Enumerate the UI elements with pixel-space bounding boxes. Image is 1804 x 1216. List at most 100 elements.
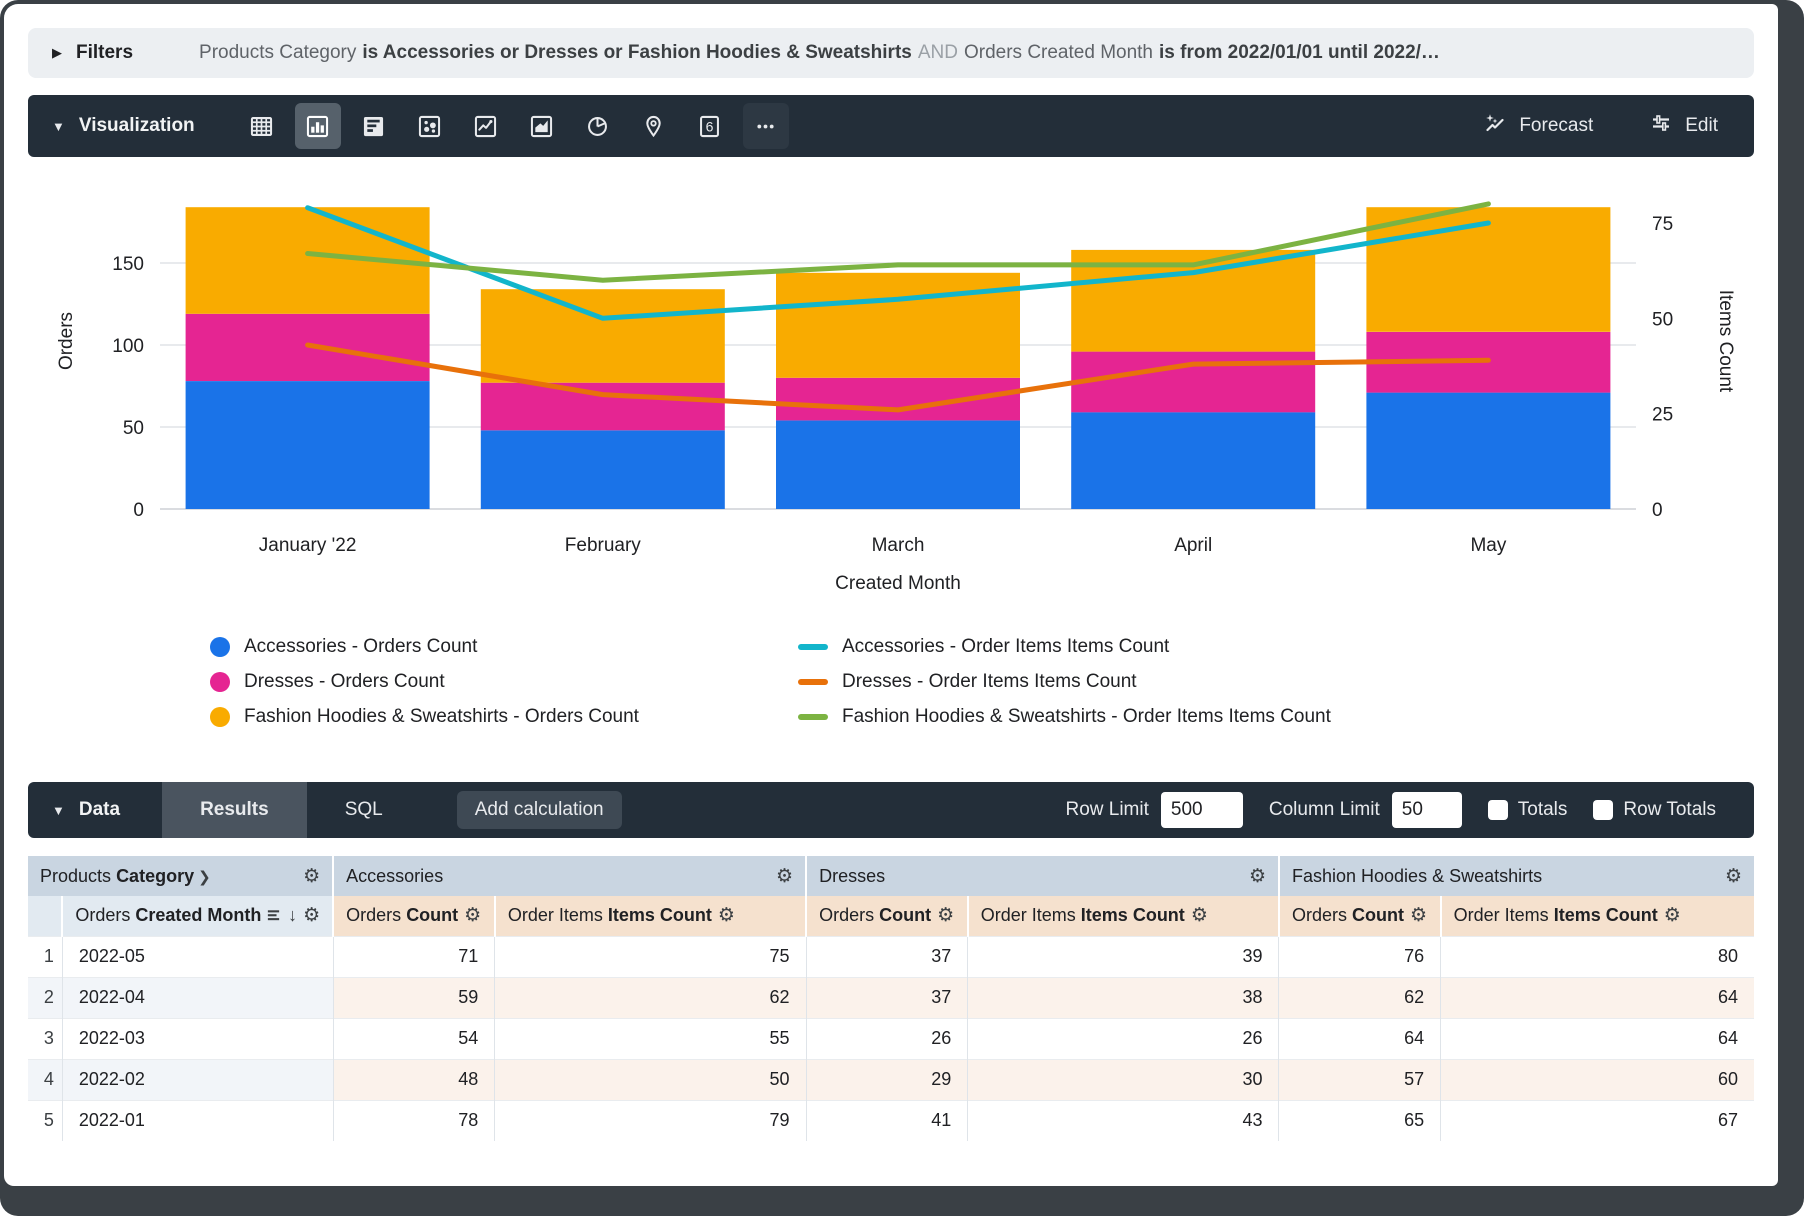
gear-icon[interactable]: ⚙ <box>937 905 955 927</box>
viz-icon-area-chart[interactable] <box>519 103 565 149</box>
bar-segment[interactable] <box>480 382 725 431</box>
value-cell[interactable]: 38 <box>967 976 1279 1018</box>
viz-icon-scatter-chart[interactable] <box>407 103 453 149</box>
value-cell[interactable]: 75 <box>494 935 807 977</box>
chevron-right-icon[interactable]: ❯ <box>198 868 211 886</box>
gear-icon[interactable]: ⚙ <box>1190 905 1208 927</box>
filters-label[interactable]: Filters <box>76 42 134 63</box>
data-title[interactable]: Data <box>78 799 121 820</box>
measure-column-header[interactable]: Order Items Items Count ⚙ <box>966 896 1279 936</box>
value-cell[interactable]: 37 <box>805 935 968 977</box>
value-cell[interactable]: 48 <box>332 1058 495 1100</box>
viz-icon-more-options[interactable] <box>742 103 789 149</box>
month-cell[interactable]: 2022-01 <box>62 1099 334 1141</box>
bar-segment[interactable] <box>480 289 725 383</box>
line-series[interactable] <box>305 201 1491 283</box>
legend-item[interactable]: Fashion Hoodies & Sweatshirts - Orders C… <box>210 706 798 728</box>
group-header-products-category[interactable]: Products Category ❯ ⚙ <box>28 856 334 896</box>
visualization-title[interactable]: Visualization <box>78 115 195 136</box>
row-totals-checkbox[interactable] <box>1593 800 1614 820</box>
sort-desc-icon[interactable]: ↓ <box>288 905 298 926</box>
value-cell[interactable]: 78 <box>332 1099 495 1141</box>
data-collapse-caret[interactable]: ▼ <box>52 802 65 818</box>
legend-item[interactable]: Dresses - Order Items Items Count <box>798 671 1331 693</box>
edit-button[interactable]: Edit <box>1649 111 1718 141</box>
totals-checkbox[interactable] <box>1487 800 1508 820</box>
gear-icon[interactable]: ⚙ <box>1663 905 1681 927</box>
line-series[interactable] <box>305 342 1491 413</box>
viz-icon-bar-chart[interactable] <box>351 103 397 149</box>
value-cell[interactable]: 41 <box>805 1099 968 1141</box>
filter-summary[interactable]: Products Category is Accessories or Dress… <box>199 42 1730 64</box>
column-header-orders-created-month[interactable]: Orders Created Month ↓ ⚙ <box>61 896 334 936</box>
gear-icon[interactable]: ⚙ <box>303 905 321 927</box>
value-cell[interactable]: 76 <box>1278 935 1441 977</box>
gear-icon[interactable]: ⚙ <box>776 865 794 887</box>
value-cell[interactable]: 43 <box>967 1099 1279 1141</box>
visualization-collapse-caret[interactable]: ▼ <box>52 118 65 134</box>
group-header[interactable]: Fashion Hoodies & Sweatshirts ⚙ <box>1277 856 1754 896</box>
add-calculation-button[interactable]: Add calculation <box>456 791 622 829</box>
bar-segment[interactable] <box>185 381 430 509</box>
legend-item[interactable]: Accessories - Order Items Items Count <box>798 636 1331 658</box>
value-cell[interactable]: 71 <box>332 935 495 977</box>
gear-icon[interactable]: ⚙ <box>717 905 735 927</box>
group-header[interactable]: Dresses ⚙ <box>805 856 1279 896</box>
value-cell[interactable]: 67 <box>1440 1099 1754 1141</box>
viz-icon-single-value[interactable]: 6 <box>687 103 733 149</box>
gear-icon[interactable]: ⚙ <box>1410 905 1428 927</box>
value-cell[interactable]: 79 <box>494 1099 807 1141</box>
value-cell[interactable]: 57 <box>1278 1058 1441 1100</box>
filters-expand-caret[interactable]: ▶ <box>52 45 62 60</box>
legend-item[interactable]: Dresses - Orders Count <box>210 671 798 693</box>
value-cell[interactable]: 50 <box>494 1058 807 1100</box>
value-cell[interactable]: 54 <box>332 1017 495 1059</box>
value-cell[interactable]: 37 <box>805 976 968 1018</box>
value-cell[interactable]: 64 <box>1278 1017 1441 1059</box>
month-cell[interactable]: 2022-03 <box>62 1017 334 1059</box>
value-cell[interactable]: 62 <box>1278 976 1441 1018</box>
value-cell[interactable]: 55 <box>494 1017 807 1059</box>
measure-column-header[interactable]: Order Items Items Count ⚙ <box>493 896 807 936</box>
value-cell[interactable]: 30 <box>967 1058 1279 1100</box>
value-cell[interactable]: 62 <box>494 976 807 1018</box>
bar-segment[interactable] <box>1366 207 1611 332</box>
legend-item[interactable]: Accessories - Orders Count <box>210 636 798 658</box>
month-cell[interactable]: 2022-02 <box>62 1058 334 1100</box>
value-cell[interactable]: 26 <box>805 1017 968 1059</box>
value-cell[interactable]: 39 <box>967 935 1279 977</box>
month-cell[interactable]: 2022-05 <box>62 935 334 977</box>
bar-segment[interactable] <box>776 272 1020 378</box>
gear-icon[interactable]: ⚙ <box>303 865 321 887</box>
gear-icon[interactable]: ⚙ <box>464 905 482 927</box>
column-limit-input[interactable] <box>1391 792 1462 828</box>
bar-segment[interactable] <box>1071 412 1316 509</box>
viz-icon-column-chart[interactable] <box>294 103 341 149</box>
viz-icon-line-chart[interactable] <box>463 103 509 149</box>
group-header[interactable]: Accessories ⚙ <box>332 856 807 896</box>
measure-column-header[interactable]: Order Items Items Count ⚙ <box>1439 896 1754 936</box>
value-cell[interactable]: 29 <box>805 1058 968 1100</box>
value-cell[interactable]: 64 <box>1440 1017 1754 1059</box>
bar-segment[interactable] <box>1366 392 1611 509</box>
bar-segment[interactable] <box>776 420 1020 509</box>
legend-item[interactable]: Fashion Hoodies & Sweatshirts - Order It… <box>798 706 1331 728</box>
month-cell[interactable]: 2022-04 <box>62 976 334 1018</box>
line-series[interactable] <box>305 205 1491 321</box>
tab-sql[interactable]: SQL <box>344 799 383 820</box>
measure-column-header[interactable]: Orders Count ⚙ <box>1277 896 1441 936</box>
value-cell[interactable]: 80 <box>1440 935 1754 977</box>
tab-results[interactable]: Results <box>162 782 307 838</box>
forecast-button[interactable]: Forecast <box>1483 111 1593 141</box>
value-cell[interactable]: 64 <box>1440 976 1754 1018</box>
viz-icon-table-chart[interactable] <box>239 103 285 149</box>
value-cell[interactable]: 59 <box>332 976 495 1018</box>
value-cell[interactable]: 65 <box>1278 1099 1441 1141</box>
measure-column-header[interactable]: Orders Count ⚙ <box>805 896 968 936</box>
gear-icon[interactable]: ⚙ <box>1248 865 1266 887</box>
gear-icon[interactable]: ⚙ <box>1724 865 1742 887</box>
value-cell[interactable]: 60 <box>1440 1058 1754 1100</box>
viz-icon-map-chart[interactable] <box>631 103 677 149</box>
combo-chart[interactable]: 0 50 100 150 0 25 50 75 January '22 February March… <box>28 161 1754 613</box>
row-limit-input[interactable] <box>1160 792 1243 828</box>
